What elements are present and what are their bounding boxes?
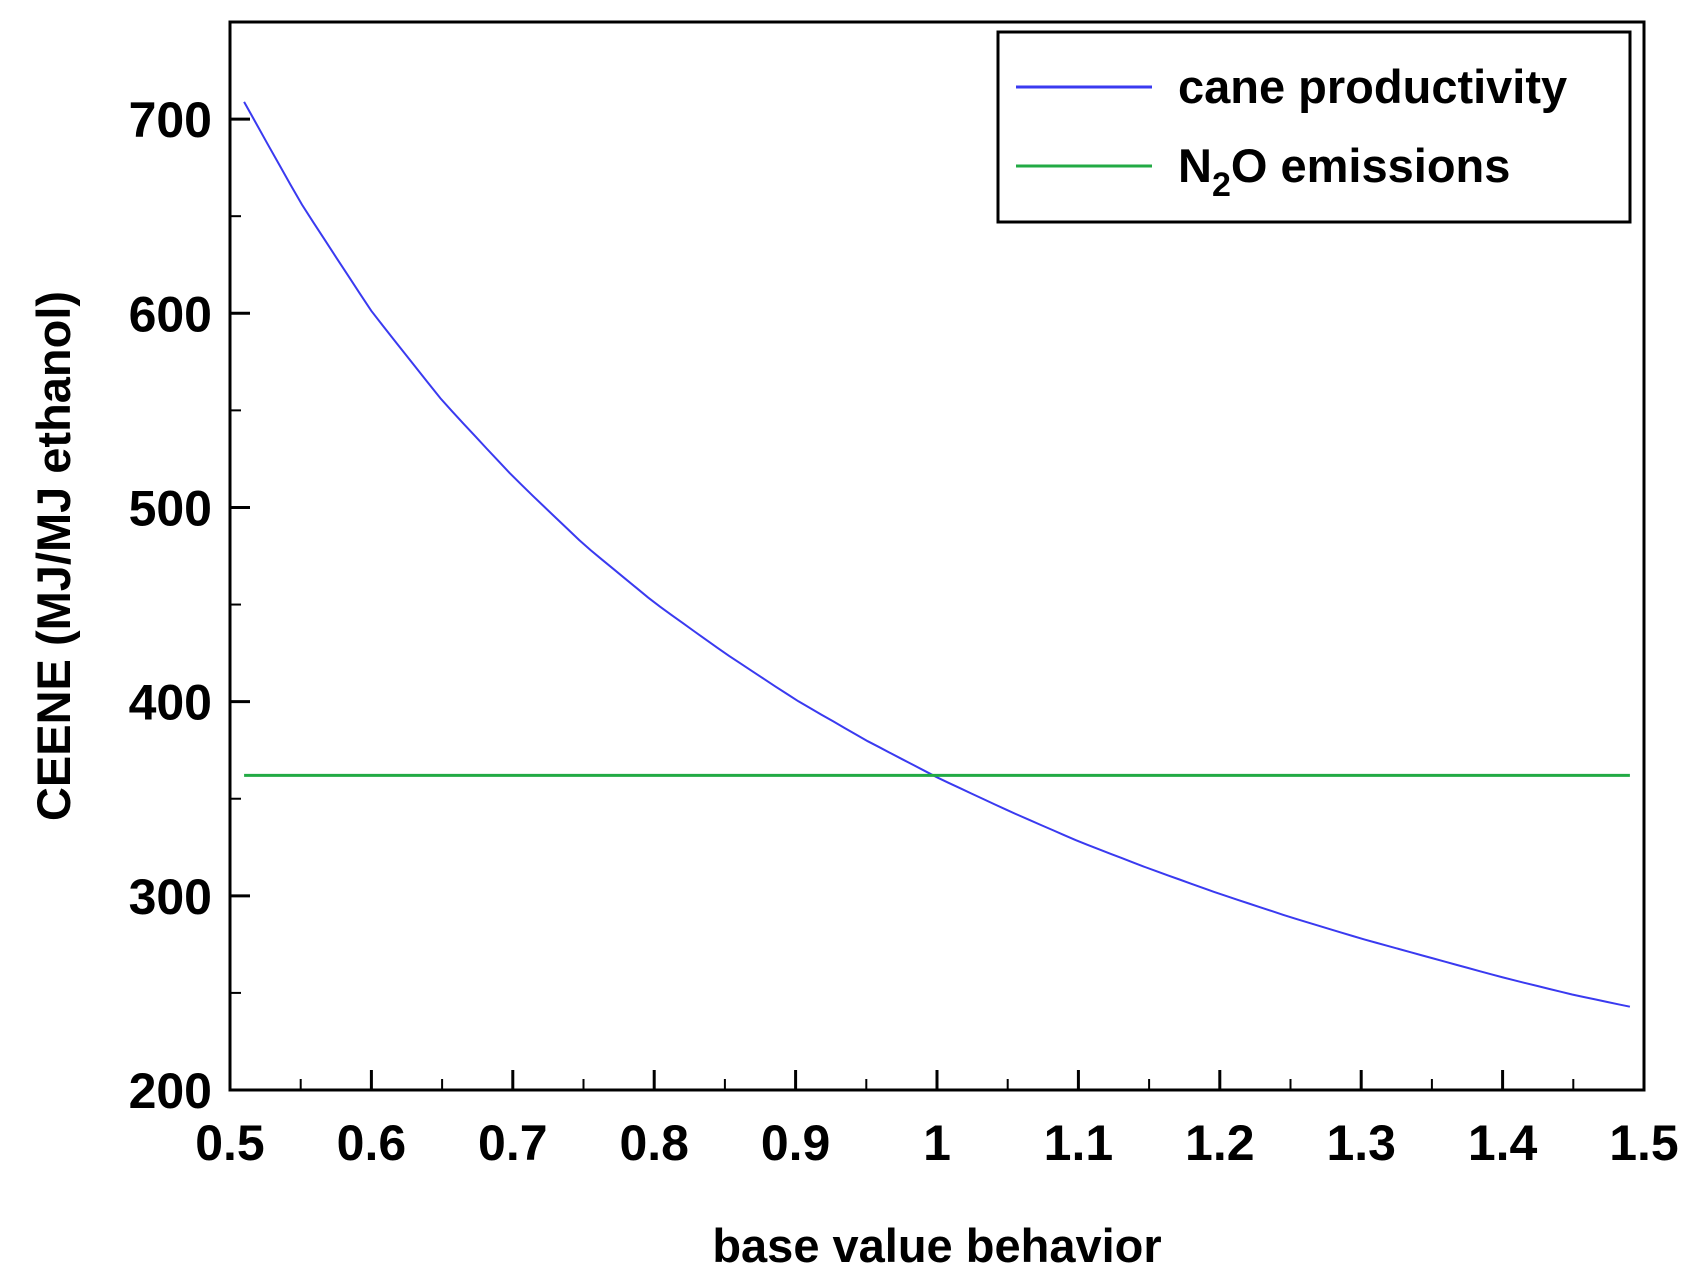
legend-box [996,30,1632,224]
x-tick-label: 1.5 [1609,1115,1679,1171]
legend-label-cane-productivity: cane productivity [1178,60,1567,113]
y-axis-label: CEENE (MJ/MJ ethanol) [27,291,80,821]
legend-label-n2o-tail: O emissions [1231,139,1511,192]
x-tick-label: 1 [923,1115,951,1171]
x-tick-label: 1.2 [1185,1115,1255,1171]
x-tick-label: 0.8 [619,1115,689,1171]
legend-label-n2o-subscript: 2 [1212,166,1231,204]
x-tick-label: 0.7 [478,1115,548,1171]
x-tick-label: 0.9 [761,1115,831,1171]
y-tick-label: 300 [129,869,212,925]
x-tick-label: 1.3 [1326,1115,1396,1171]
x-tick-label: 0.6 [337,1115,407,1171]
legend-label-cane-productivity-text: cane productivity [1178,60,1567,113]
ticks-layer: 0.5 0.6 0.7 0.8 0.9 1 1.1 1.2 1.3 1.4 1.5 200 300 400… [129,92,1679,1171]
y-tick-label: 200 [129,1063,212,1119]
legend-label-n2o-main: N [1178,139,1212,192]
series-layer [243,101,1631,1008]
x-tick-label: 1.4 [1468,1115,1538,1171]
y-tick-label: 600 [129,286,212,342]
legend-label-n2o-emissions: N2O emissions [1178,139,1510,204]
y-tick-label: 700 [129,92,212,148]
plot-frame [228,20,1646,1092]
y-tick-label: 500 [129,480,212,536]
x-tick-label: 0.5 [195,1115,265,1171]
series-line-cane-productivity [243,101,1631,1008]
legend: cane productivity N2O emissions [996,30,1632,224]
x-axis-label: base value behavior [712,1219,1161,1272]
x-tick-label: 1.1 [1044,1115,1114,1171]
y-tick-label: 400 [129,675,212,731]
